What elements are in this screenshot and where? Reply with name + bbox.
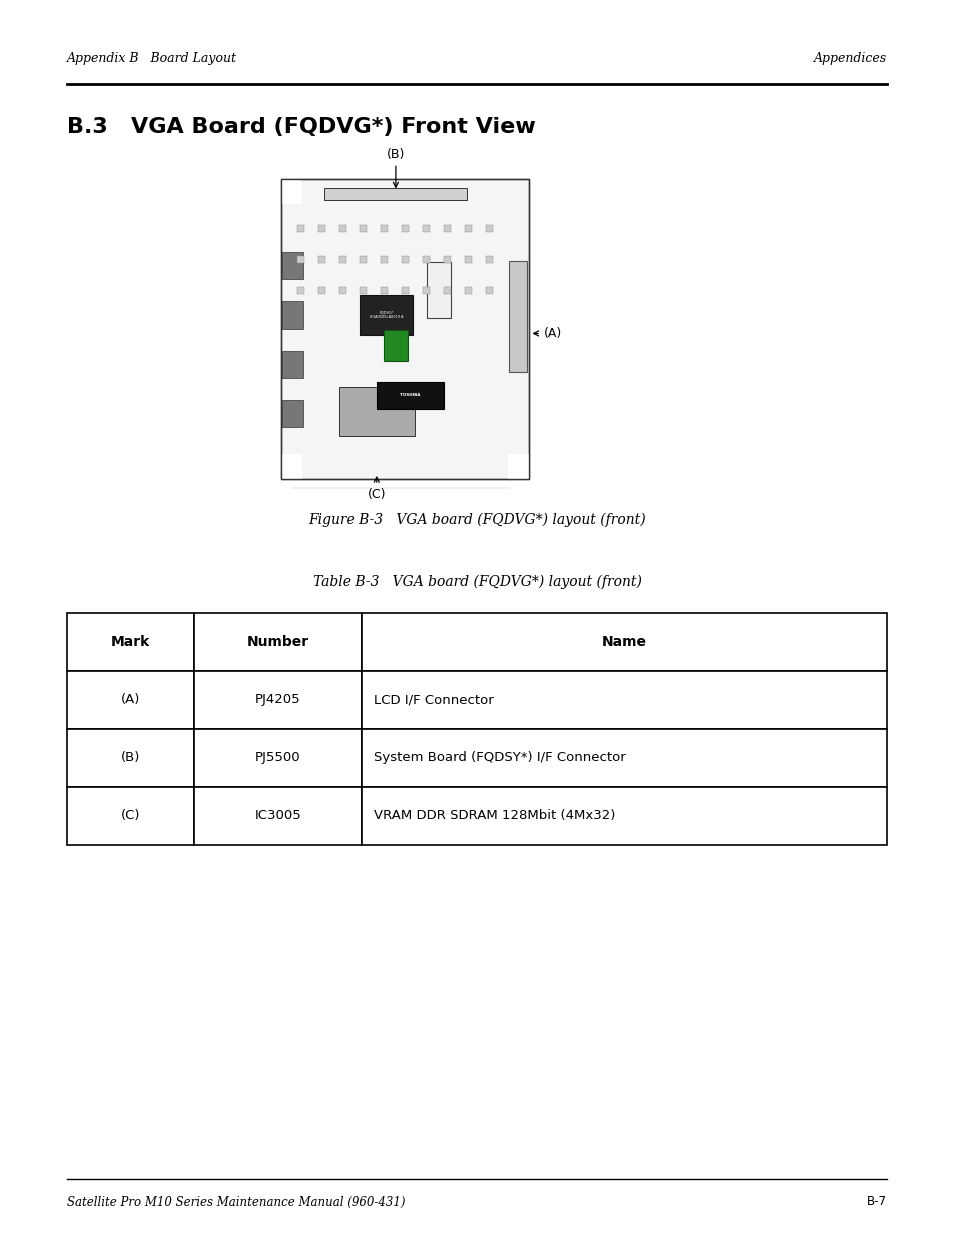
Bar: [464, 256, 471, 263]
Bar: [381, 225, 387, 232]
Text: Table B-3   VGA board (FQDVG*) layout (front): Table B-3 VGA board (FQDVG*) layout (fro…: [313, 574, 640, 589]
Bar: [427, 263, 451, 319]
Bar: [508, 454, 529, 479]
Bar: [509, 262, 526, 373]
Bar: [318, 287, 324, 294]
Text: (A): (A): [533, 327, 561, 340]
Bar: [359, 295, 412, 335]
Bar: [486, 225, 492, 232]
Text: IC3005: IC3005: [254, 809, 301, 823]
Bar: [296, 287, 303, 294]
Bar: [193, 729, 362, 787]
Bar: [486, 287, 492, 294]
Bar: [401, 256, 408, 263]
Bar: [359, 225, 366, 232]
Bar: [338, 287, 345, 294]
Text: Mark: Mark: [111, 635, 150, 648]
Bar: [296, 225, 303, 232]
Text: PJ5500: PJ5500: [255, 751, 300, 764]
Bar: [282, 351, 303, 378]
Text: (C): (C): [367, 477, 386, 501]
Bar: [281, 454, 302, 479]
Bar: [281, 179, 302, 204]
Bar: [282, 400, 303, 427]
Bar: [443, 287, 450, 294]
Text: VRAM DDR SDRAM 128Mbit (4Mx32): VRAM DDR SDRAM 128Mbit (4Mx32): [374, 809, 615, 823]
Bar: [376, 382, 443, 409]
Bar: [281, 179, 529, 479]
Text: Figure B-3   VGA board (FQDVG*) layout (front): Figure B-3 VGA board (FQDVG*) layout (fr…: [308, 513, 645, 527]
Bar: [193, 613, 362, 671]
Text: Name: Name: [601, 635, 646, 648]
Text: B-7: B-7: [866, 1195, 886, 1209]
Text: (C): (C): [120, 809, 140, 823]
Text: FQDVG*
KGA0005LA0019 A: FQDVG* KGA0005LA0019 A: [369, 311, 403, 319]
Bar: [193, 787, 362, 845]
Bar: [362, 787, 886, 845]
Text: PJ4205: PJ4205: [255, 693, 300, 706]
Bar: [362, 613, 886, 671]
Bar: [193, 671, 362, 729]
Bar: [422, 225, 429, 232]
Text: Number: Number: [247, 635, 309, 648]
Text: B.3   VGA Board (FQDVG*) Front View: B.3 VGA Board (FQDVG*) Front View: [67, 117, 535, 137]
Bar: [318, 256, 324, 263]
Text: (B): (B): [386, 147, 405, 188]
Bar: [443, 225, 450, 232]
Bar: [464, 287, 471, 294]
Bar: [422, 287, 429, 294]
Bar: [324, 188, 467, 200]
Bar: [338, 225, 345, 232]
Bar: [282, 252, 303, 279]
Bar: [67, 729, 193, 787]
Text: Appendices: Appendices: [813, 52, 886, 65]
Bar: [401, 287, 408, 294]
Bar: [338, 256, 345, 263]
Text: (B): (B): [120, 751, 140, 764]
Bar: [362, 729, 886, 787]
Text: TOSHIBA: TOSHIBA: [399, 393, 420, 398]
Bar: [362, 671, 886, 729]
Bar: [67, 671, 193, 729]
Text: Appendix B   Board Layout: Appendix B Board Layout: [67, 52, 236, 65]
Text: Satellite Pro M10 Series Maintenance Manual (960-431): Satellite Pro M10 Series Maintenance Man…: [67, 1195, 405, 1209]
Bar: [338, 387, 415, 436]
Text: LCD I/F Connector: LCD I/F Connector: [374, 693, 493, 706]
Bar: [486, 256, 492, 263]
Bar: [383, 330, 408, 361]
Bar: [318, 225, 324, 232]
Bar: [401, 225, 408, 232]
Bar: [282, 301, 303, 329]
Bar: [296, 256, 303, 263]
Text: (A): (A): [120, 693, 140, 706]
Text: System Board (FQDSY*) I/F Connector: System Board (FQDSY*) I/F Connector: [374, 751, 624, 764]
Bar: [422, 256, 429, 263]
Bar: [67, 613, 193, 671]
Bar: [464, 225, 471, 232]
Bar: [359, 287, 366, 294]
Bar: [67, 787, 193, 845]
Bar: [381, 287, 387, 294]
Bar: [281, 179, 529, 479]
Bar: [359, 256, 366, 263]
Bar: [443, 256, 450, 263]
Bar: [381, 256, 387, 263]
